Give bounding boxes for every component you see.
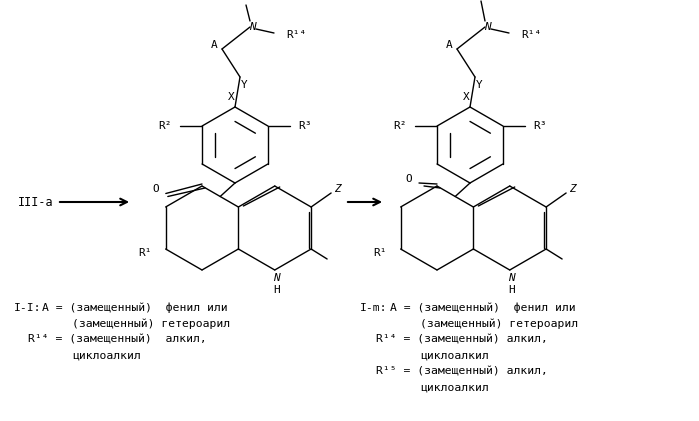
Text: R²: R² <box>159 121 172 131</box>
Text: O: O <box>152 184 159 195</box>
Text: N: N <box>508 273 515 283</box>
Text: Y: Y <box>475 80 482 90</box>
Text: R²: R² <box>394 121 407 131</box>
Text: (замещенный) гетероарил: (замещенный) гетероарил <box>420 319 578 329</box>
Text: R³: R³ <box>533 121 547 131</box>
Text: O: O <box>405 174 412 184</box>
Text: Z: Z <box>333 184 340 194</box>
Text: R¹⁴: R¹⁴ <box>286 30 306 40</box>
Text: A = (замещенный)  фенил или: A = (замещенный) фенил или <box>42 303 228 313</box>
Text: R¹⁴ = (замещенный) алкил,: R¹⁴ = (замещенный) алкил, <box>376 335 548 345</box>
Text: N: N <box>249 22 255 32</box>
Text: I-I:: I-I: <box>14 303 41 313</box>
Text: циклоалкил: циклоалкил <box>72 351 140 361</box>
Text: H: H <box>508 285 515 295</box>
Text: X: X <box>228 92 234 102</box>
Text: R³: R³ <box>298 121 312 131</box>
Text: III-a: III-a <box>18 195 54 208</box>
Text: R¹⁴: R¹⁴ <box>521 30 541 40</box>
Text: H: H <box>273 285 280 295</box>
Text: циклоалкил: циклоалкил <box>420 351 489 361</box>
Text: X: X <box>463 92 469 102</box>
Text: R¹⁵ = (замещенный) алкил,: R¹⁵ = (замещенный) алкил, <box>376 367 548 377</box>
Text: Z: Z <box>569 184 575 194</box>
Text: N: N <box>273 273 280 283</box>
Text: R¹: R¹ <box>373 248 387 258</box>
Text: R¹⁴ = (замещенный)  алкил,: R¹⁴ = (замещенный) алкил, <box>28 335 207 345</box>
Text: N: N <box>484 22 491 32</box>
Text: R¹: R¹ <box>138 248 152 258</box>
Text: I-m:: I-m: <box>360 303 387 313</box>
Text: A = (замещенный)  фенил или: A = (замещенный) фенил или <box>390 303 575 313</box>
Text: циклоалкил: циклоалкил <box>420 383 489 393</box>
Text: A: A <box>210 40 217 50</box>
Text: A: A <box>446 40 452 50</box>
Text: (замещенный) гетероарил: (замещенный) гетероарил <box>72 319 230 329</box>
Text: Y: Y <box>240 80 247 90</box>
